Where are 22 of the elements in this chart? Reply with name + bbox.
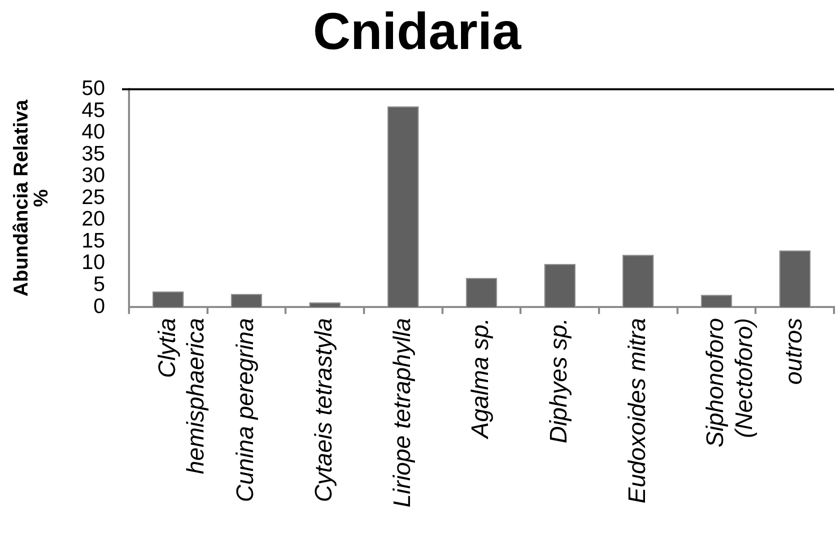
x-tick-label: Cytaeis tetrastyla (310, 318, 338, 502)
x-tick-label: Liriope tetraphylla (388, 318, 416, 508)
y-tick-label: 30 (82, 164, 105, 188)
x-tick-label: Agalma sp. (467, 318, 494, 440)
y-tick-label: 20 (82, 208, 105, 231)
y-tick-label: 50 (82, 76, 105, 100)
y-tick-label: 5 (93, 273, 105, 296)
x-tick-label: Clytia hemisphaerica (154, 318, 210, 474)
x-tick-label: Cunina peregrina (232, 318, 260, 502)
y-tick-label: 35 (82, 142, 105, 166)
y-tick-label: 25 (82, 186, 105, 209)
y-axis-title: Abundância Relativa % (10, 98, 53, 296)
chart-title: Cnidaria (312, 2, 522, 61)
y-tick-label: 0 (93, 294, 105, 318)
y-tick-label: 10 (82, 251, 105, 274)
y-tick-label: 40 (82, 120, 105, 144)
x-tick-label: outros (780, 318, 808, 385)
x-tick-label: Diphyes sp. (546, 318, 573, 444)
y-tick-label: 45 (82, 98, 105, 122)
y-tick-label: 15 (82, 229, 105, 252)
x-tick-label: Eudoxoides mitra (624, 318, 651, 504)
x-tick-label: Siphonoforo (Nectoforo) (702, 318, 758, 448)
